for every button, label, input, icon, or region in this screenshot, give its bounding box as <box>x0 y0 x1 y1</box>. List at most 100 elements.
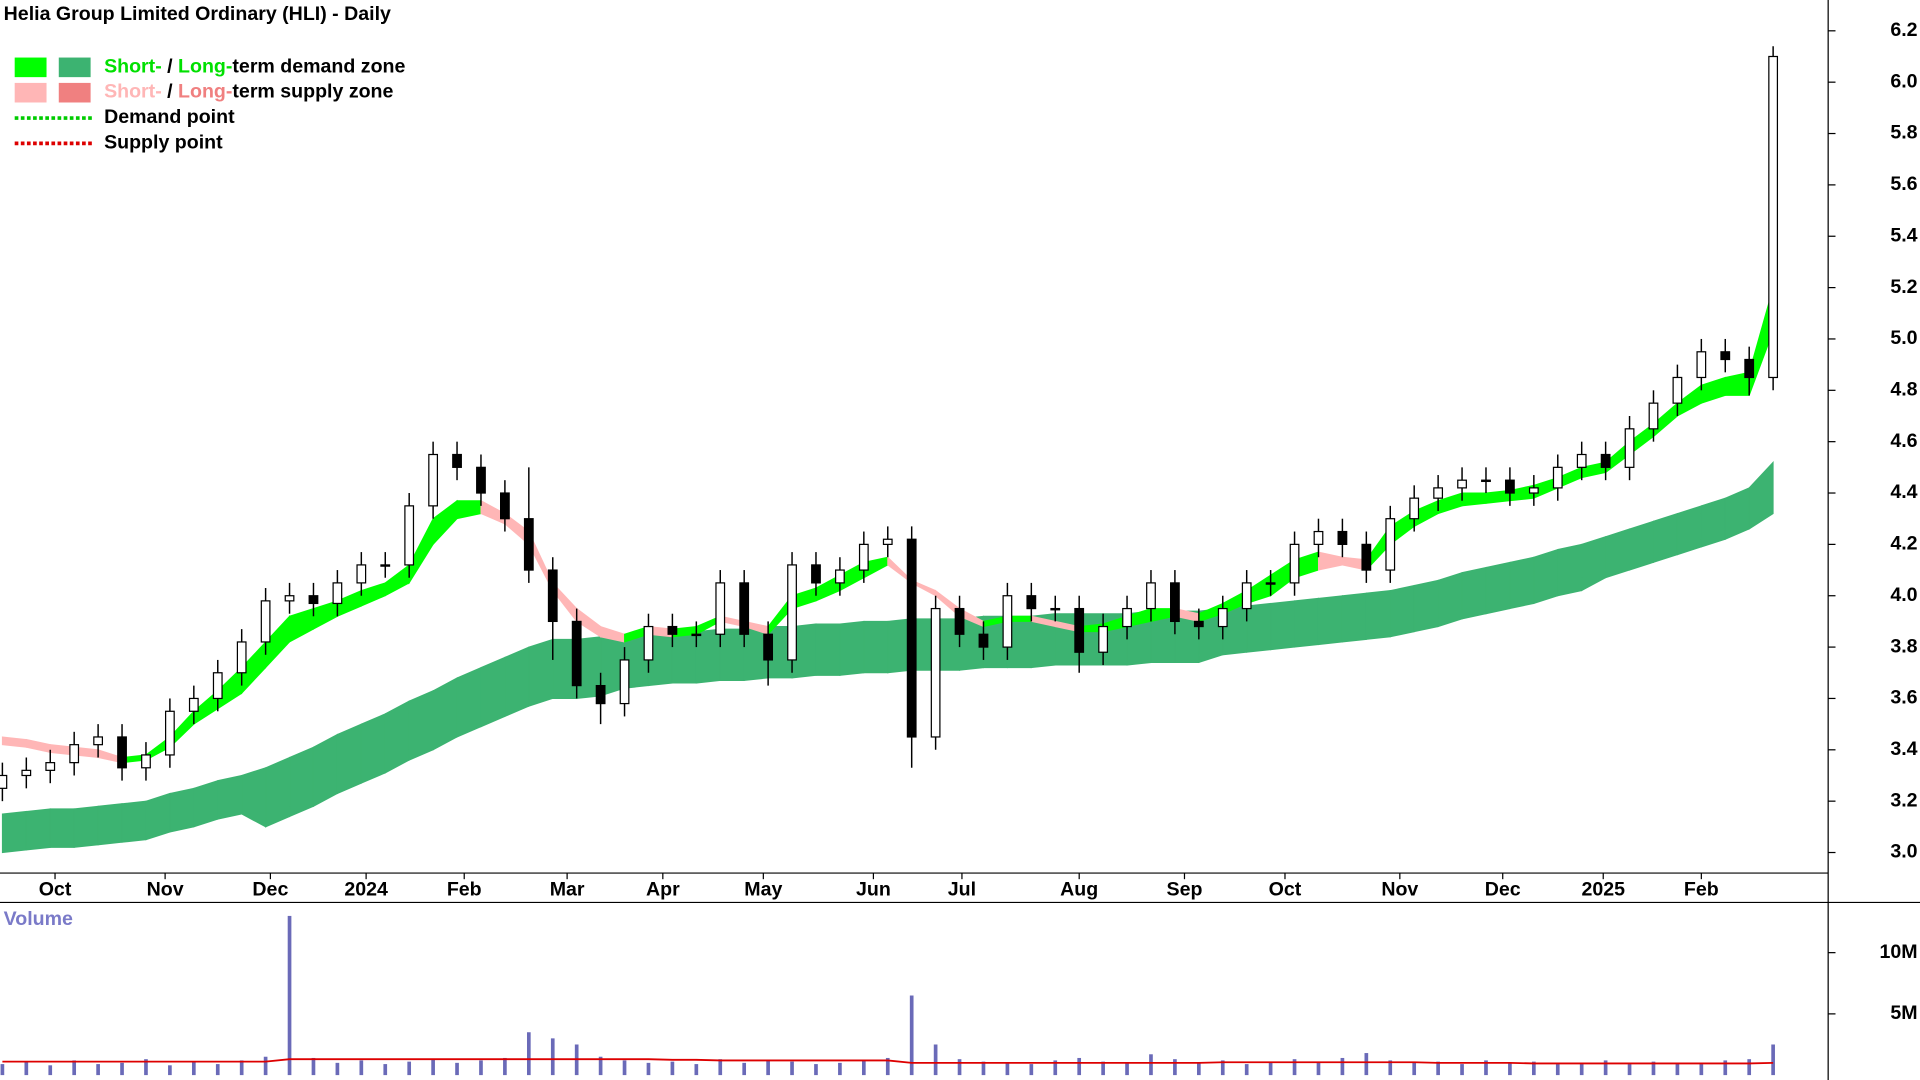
candle-body <box>1481 479 1491 483</box>
x-tick-label: Oct <box>1269 878 1302 900</box>
volume-bar <box>909 995 914 1076</box>
volume-bar <box>1651 1061 1656 1076</box>
candle-body <box>691 633 702 637</box>
y-tick-label: 5.2 <box>1890 276 1917 298</box>
volume-bar <box>311 1057 316 1076</box>
volume-bar <box>1196 1062 1201 1076</box>
volume-bar <box>933 1044 938 1076</box>
volume-bar <box>526 1032 531 1076</box>
candle-body <box>212 672 223 700</box>
candle-body <box>930 607 941 738</box>
y-tick-label: 6.0 <box>1890 70 1917 92</box>
candle-body <box>739 582 750 635</box>
legend-text: Supply point <box>104 132 223 154</box>
volume-bar <box>1747 1059 1752 1076</box>
volume-bar <box>0 1064 5 1076</box>
long-term-zone <box>839 620 865 676</box>
y-tick-label: 4.8 <box>1890 378 1917 400</box>
legend-text: term supply zone <box>232 81 393 103</box>
x-tick-label: Aug <box>1060 878 1098 900</box>
candle-body <box>1170 582 1180 623</box>
volume-bar <box>598 1056 603 1076</box>
long-term-zone <box>1700 497 1726 548</box>
long-term-zone <box>480 656 506 728</box>
candle-body <box>1457 479 1467 489</box>
long-term-zone <box>1389 584 1415 638</box>
volume-bar <box>1675 1062 1680 1076</box>
candle-body <box>1289 543 1300 584</box>
legend-text: Long- <box>178 56 232 78</box>
legend-text: Long- <box>178 81 232 103</box>
candle-body <box>523 518 534 571</box>
legend-text: Short- <box>104 81 162 103</box>
volume-bar <box>1268 1061 1273 1076</box>
long-term-zone <box>1317 595 1343 646</box>
volume-bar <box>1220 1060 1225 1076</box>
long-term-zone <box>1246 602 1272 653</box>
volume-bar <box>861 1060 866 1076</box>
candle-body <box>1265 582 1276 585</box>
volume-bar <box>72 1060 77 1076</box>
candle-body <box>93 736 104 746</box>
volume-bar <box>1077 1057 1082 1076</box>
volume-bar <box>120 1062 124 1076</box>
x-tick-label: Dec <box>252 878 288 900</box>
volume-bar <box>1388 1060 1393 1076</box>
legend-label: Short- / Long-term supply zone <box>104 81 393 103</box>
volume-bar <box>1627 1064 1632 1076</box>
y-tick-label: 5.6 <box>1890 173 1917 195</box>
volume-bar <box>1508 1062 1512 1076</box>
candle-body <box>1648 402 1659 430</box>
legend-swatch <box>58 57 91 78</box>
x-tick-label: 2025 <box>1581 878 1625 900</box>
candle-body <box>260 600 271 643</box>
long-term-zone <box>360 713 386 784</box>
long-term-zone <box>25 808 51 851</box>
candle-body <box>835 569 845 584</box>
long-term-zone <box>1437 571 1463 628</box>
x-tick-label: Dec <box>1485 878 1521 900</box>
long-term-zone <box>97 803 123 846</box>
long-term-zone <box>815 623 841 676</box>
volume-bar <box>646 1062 651 1076</box>
candle-body <box>1217 607 1228 628</box>
x-tick-label: Sep <box>1167 878 1203 900</box>
candle-body <box>45 762 56 771</box>
candle-body <box>1552 466 1563 489</box>
candle-body <box>69 744 80 764</box>
long-term-zone <box>504 646 530 718</box>
candle-body <box>1026 595 1037 610</box>
x-tick-label: Mar <box>550 878 585 900</box>
long-term-zone <box>1485 561 1511 615</box>
long-term-zone <box>1629 520 1654 571</box>
candle-body <box>595 684 606 705</box>
volume-bar <box>24 1061 29 1076</box>
short-term-zone <box>1461 492 1487 507</box>
legend-swatch <box>14 82 47 103</box>
candle-body <box>858 543 869 571</box>
volume-bar <box>1603 1060 1608 1076</box>
volume-bar <box>239 1060 244 1076</box>
legend-swatch <box>14 57 47 78</box>
candle-body <box>954 607 965 635</box>
y2-tick-label: 5M <box>1890 1002 1917 1024</box>
candle-body <box>0 774 8 789</box>
volume-bar <box>1173 1059 1177 1076</box>
volume-bar <box>766 1060 770 1076</box>
long-term-zone <box>695 628 721 684</box>
long-term-zone <box>456 666 482 738</box>
legend-label: Supply point <box>104 132 223 154</box>
legend-label: Short- / Long-term demand zone <box>104 56 405 78</box>
x-tick-label: Apr <box>646 878 680 900</box>
candle-body <box>236 641 247 674</box>
long-term-zone <box>1341 592 1367 643</box>
candle-body <box>1744 358 1755 379</box>
candle-body <box>619 659 630 705</box>
long-term-zone <box>1461 566 1487 620</box>
volume-bar <box>287 915 292 1076</box>
candle-body <box>1361 543 1372 571</box>
long-term-zone <box>73 805 99 848</box>
candle-body <box>1696 351 1707 379</box>
legend-text: / <box>162 81 178 103</box>
